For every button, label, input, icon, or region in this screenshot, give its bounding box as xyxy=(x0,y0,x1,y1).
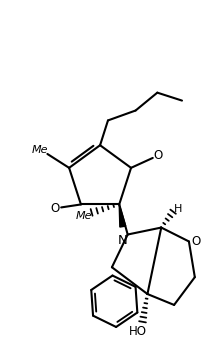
Text: Me: Me xyxy=(31,145,48,155)
Text: HO: HO xyxy=(129,325,146,338)
Text: O: O xyxy=(153,150,162,162)
Text: Me: Me xyxy=(75,211,92,221)
Text: O: O xyxy=(51,202,60,215)
Text: N: N xyxy=(118,234,128,247)
Polygon shape xyxy=(119,204,126,227)
Text: H: H xyxy=(174,204,182,214)
Text: O: O xyxy=(191,235,200,248)
